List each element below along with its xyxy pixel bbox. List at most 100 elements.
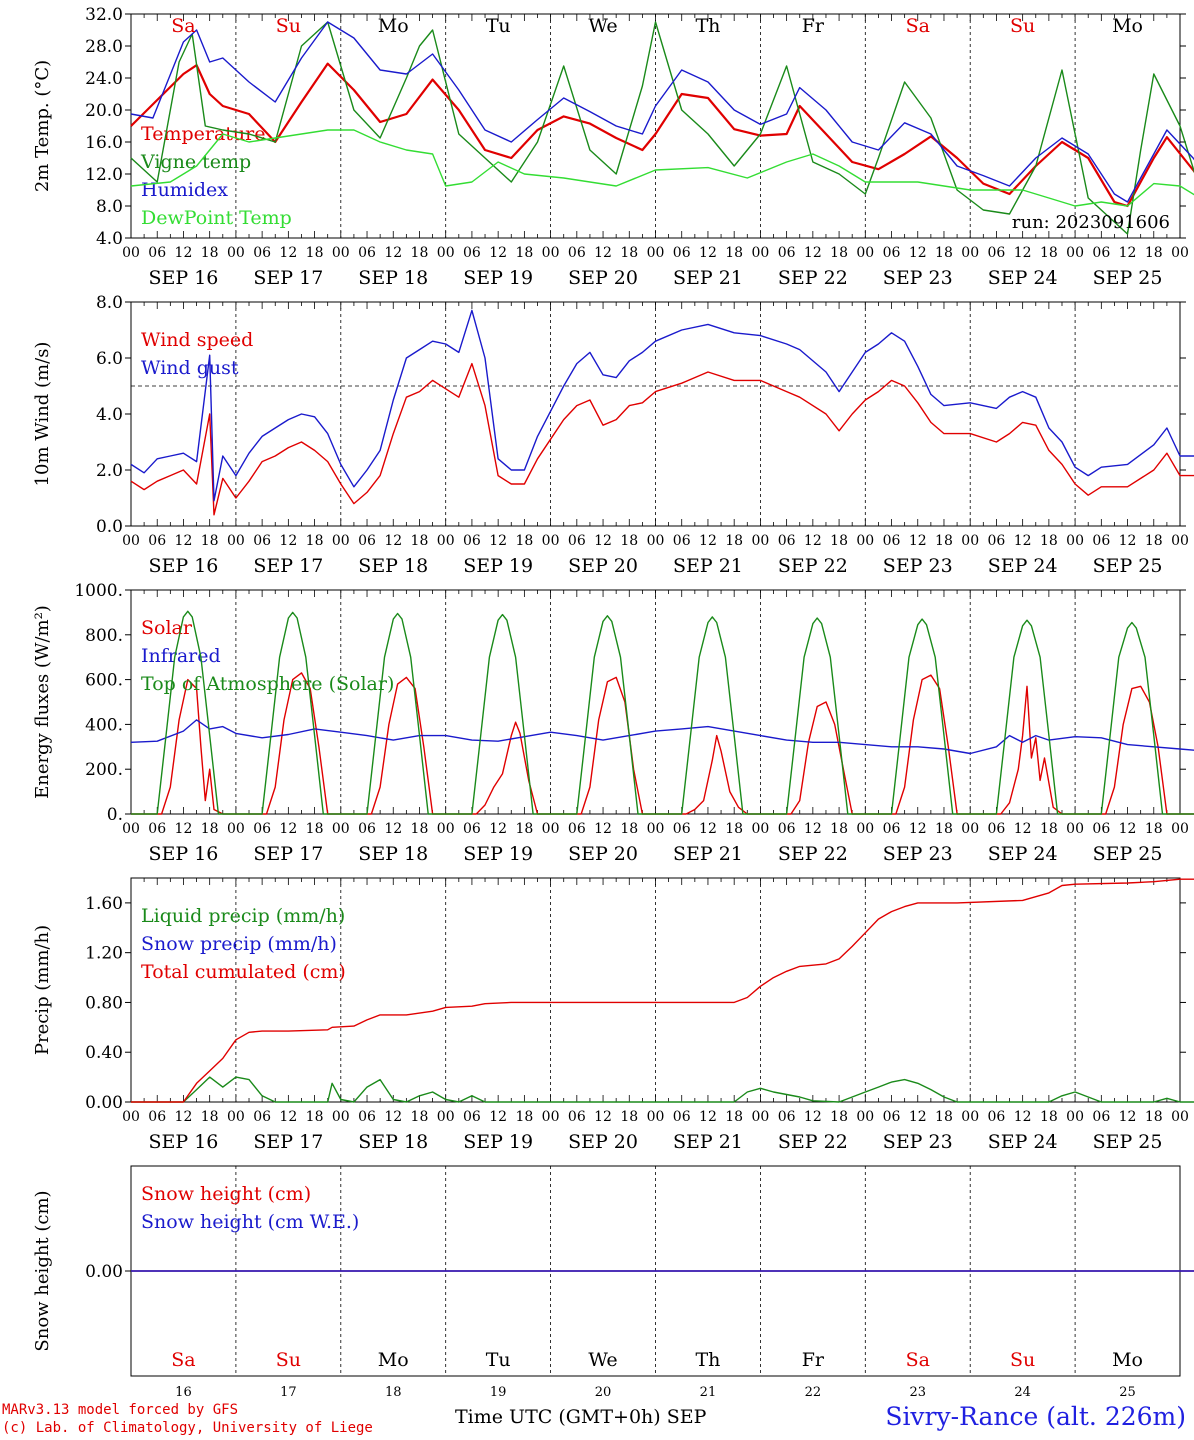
x-hour-label: 00: [1066, 533, 1084, 549]
day-number-label: 16: [175, 1385, 192, 1400]
x-hour-label: 06: [883, 821, 901, 837]
lab-credit: (c) Lab. of Climatology, University of L…: [2, 1420, 373, 1436]
x-hour-label: 06: [463, 533, 481, 549]
x-hour-label: 12: [594, 245, 612, 261]
series-line-temperature: [130, 62, 1194, 208]
x-hour-label: 06: [988, 533, 1006, 549]
x-hour-label: 00: [961, 533, 979, 549]
plot-frame: [130, 301, 1181, 527]
x-hour-label: 06: [253, 821, 271, 837]
x-hour-label: 06: [673, 1109, 691, 1125]
x-date-label: SEP 20: [568, 843, 638, 865]
x-hour-label: 18: [935, 245, 953, 261]
x-date-label: SEP 19: [463, 843, 533, 865]
x-hour-label: 18: [830, 245, 848, 261]
y-axis-label: 10m Wind (m/s): [32, 342, 53, 487]
x-hour-label: 18: [306, 533, 324, 549]
x-hour-label: 12: [594, 1109, 612, 1125]
x-hour-label: 18: [620, 245, 638, 261]
x-hour-label: 00: [227, 821, 245, 837]
x-hour-label: 06: [463, 821, 481, 837]
x-hour-label: 06: [568, 245, 586, 261]
x-hour-label: 12: [1119, 821, 1137, 837]
plot-frame: [130, 13, 1181, 239]
x-hour-label: 06: [358, 245, 376, 261]
x-hour-label: 00: [856, 245, 874, 261]
y-axis-label: 2m Temp. (°C): [32, 60, 53, 192]
panel-energy: 0. 200. 400. 600. 800. 1000. Energy fluxes (W/…: [32, 581, 1194, 865]
x-date-label: SEP 23: [883, 843, 953, 865]
x-date-label: SEP 22: [778, 555, 848, 577]
day-of-week-top: Sa: [906, 15, 930, 37]
panel-temp: 4.0 8.0 12.0 16.0 20.0 24.0 28.0 32.0 2m Temp. (…: [32, 5, 1194, 289]
x-hour-label: 18: [725, 821, 743, 837]
x-date-label: SEP 21: [673, 1131, 743, 1153]
x-date-label: SEP 18: [358, 267, 428, 289]
x-hour-label: 06: [1092, 245, 1110, 261]
legend-entry: Liquid precip (mm/h): [141, 905, 345, 927]
x-hour-label: 06: [673, 245, 691, 261]
x-hour-label: 06: [673, 533, 691, 549]
x-hour-label: 12: [489, 821, 507, 837]
x-hour-label: 00: [961, 1109, 979, 1125]
meteogram-svg: 4.0 8.0 12.0 16.0 20.0 24.0 28.0 32.0 2m Temp. (…: [32, 5, 1194, 1400]
x-date-label: SEP 22: [778, 843, 848, 865]
x-hour-label: 00: [542, 533, 560, 549]
x-hour-label: 12: [909, 1109, 927, 1125]
x-hour-label: 12: [909, 533, 927, 549]
x-hour-label: 06: [568, 821, 586, 837]
y-axis-label: Snow height (cm): [32, 1190, 53, 1351]
x-hour-label: 12: [175, 821, 193, 837]
series-line-top-of-atmosphere-solar-: [131, 610, 1194, 815]
x-hour-label: 00: [856, 1109, 874, 1125]
day-number-label: 18: [385, 1385, 402, 1400]
x-date-label: SEP 16: [149, 843, 219, 865]
x-hour-label: 00: [437, 821, 455, 837]
x-hour-label: 18: [935, 821, 953, 837]
y-tick-label: 12.0: [85, 165, 123, 185]
day-of-week-bottom: Sa: [906, 1349, 930, 1371]
model-credit: MARv3.13 model forced by GFS: [2, 1402, 239, 1418]
day-of-week-bottom: Th: [695, 1349, 720, 1371]
x-hour-label: 06: [568, 533, 586, 549]
x-hour-label: 06: [1092, 533, 1110, 549]
y-tick-label: 400.: [85, 715, 123, 735]
x-hour-label: 00: [647, 821, 665, 837]
day-number-label: 25: [1119, 1385, 1136, 1400]
x-hour-label: 18: [1040, 533, 1058, 549]
x-hour-label: 18: [620, 1109, 638, 1125]
x-hour-label: 18: [1145, 245, 1163, 261]
x-hour-label: 12: [384, 821, 402, 837]
x-hour-label: 06: [988, 245, 1006, 261]
x-hour-label: 06: [778, 1109, 796, 1125]
x-hour-label: 18: [935, 533, 953, 549]
x-hour-label: 00: [332, 245, 350, 261]
x-hour-label: 00: [227, 533, 245, 549]
x-hour-label: 06: [463, 1109, 481, 1125]
day-of-week-bottom: Su: [276, 1349, 301, 1371]
day-of-week-top: We: [588, 15, 617, 37]
day-number-label: 22: [805, 1385, 822, 1400]
y-tick-label: 20.0: [85, 101, 123, 121]
day-of-week-top: Mo: [378, 15, 409, 37]
y-tick-label: 0.: [107, 805, 123, 825]
series-line-liquid-precip-mm-h-: [131, 1076, 1194, 1103]
x-hour-label: 12: [1119, 533, 1137, 549]
y-tick-label: 8.0: [96, 197, 123, 217]
x-hour-label: 00: [751, 1109, 769, 1125]
x-hour-label: 06: [148, 1109, 166, 1125]
x-hour-label: 00: [332, 821, 350, 837]
x-date-label: SEP 25: [1093, 1131, 1163, 1153]
y-tick-label: 1.60: [85, 894, 123, 914]
x-hour-label: 18: [725, 1109, 743, 1125]
x-hour-label: 00: [122, 533, 140, 549]
x-hour-label: 06: [358, 1109, 376, 1125]
series-line-infrared: [130, 719, 1194, 755]
x-hour-label: 00: [332, 1109, 350, 1125]
x-hour-label: 06: [148, 533, 166, 549]
day-of-week-top: Su: [276, 15, 301, 37]
x-hour-label: 18: [725, 245, 743, 261]
y-tick-label: 28.0: [85, 37, 123, 57]
x-hour-label: 06: [358, 821, 376, 837]
x-date-label: SEP 16: [149, 555, 219, 577]
